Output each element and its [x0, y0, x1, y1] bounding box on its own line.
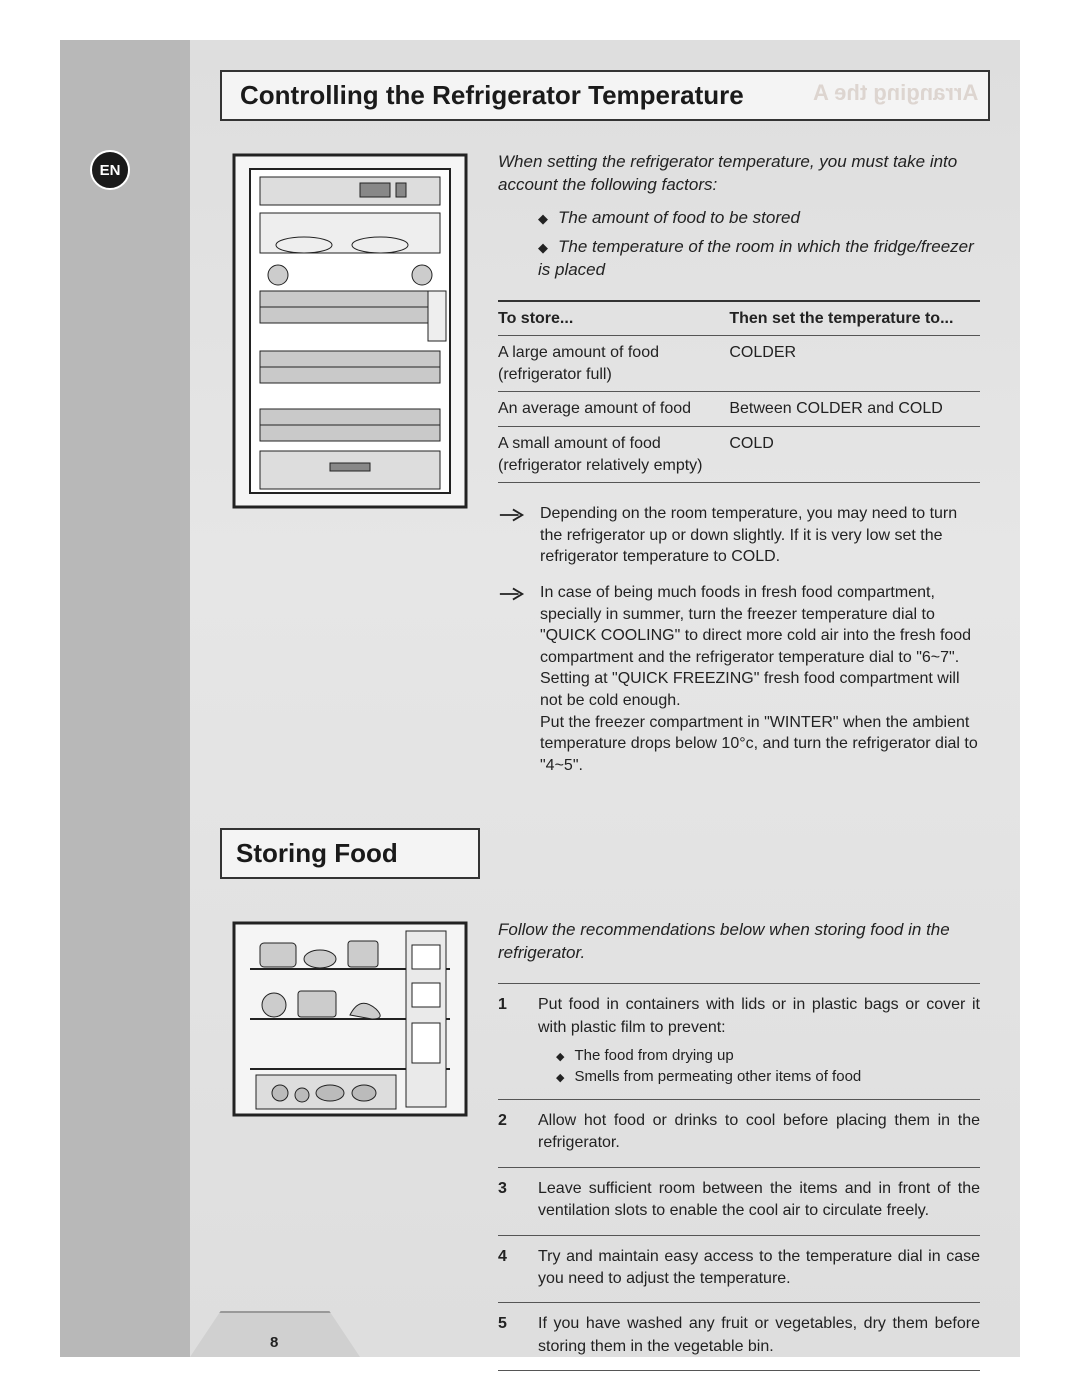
section2-text: Follow the recommendations below when st…: [498, 919, 980, 1371]
table-row: An average amount of food Between COLDER…: [498, 392, 980, 427]
item-text: Allow hot food or drinks to cool before …: [538, 1110, 980, 1155]
list-item: 3 Leave sufficient room between the item…: [498, 1168, 980, 1236]
table-cell: A small amount of food (refrigerator rel…: [498, 427, 729, 483]
item-main-text: Put food in containers with lids or in p…: [538, 996, 980, 1035]
item-number: 4: [498, 1246, 520, 1291]
table-cell: A large amount of food (refrigerator ful…: [498, 336, 729, 392]
page-content: Controlling the Refrigerator Temperature…: [190, 40, 1020, 1357]
storing-steps: 1 Put food in containers with lids or in…: [498, 983, 980, 1371]
list-item: 4 Try and maintain easy access to the te…: [498, 1236, 980, 1304]
section1-row: When setting the refrigerator temperatur…: [230, 151, 980, 790]
table-header: To store...: [498, 301, 729, 336]
note-text: Depending on the room temperature, you m…: [540, 503, 980, 568]
heading-storing-food: Storing Food: [220, 828, 480, 879]
left-sidebar: EN: [60, 40, 190, 1357]
storing-food-illustration: [230, 919, 470, 1371]
section1-text: When setting the refrigerator temperatur…: [498, 151, 980, 790]
item-number: 1: [498, 994, 520, 1087]
table-cell: An average amount of food: [498, 392, 729, 427]
heading-text: Controlling the Refrigerator Temperature: [240, 80, 744, 110]
item-number: 5: [498, 1313, 520, 1358]
note-item: In case of being much foods in fresh foo…: [498, 582, 980, 776]
temperature-table: To store... Then set the temperature to.…: [498, 300, 980, 484]
section1-intro: When setting the refrigerator temperatur…: [498, 151, 980, 197]
table-cell: Between COLDER and COLD: [729, 392, 980, 427]
section2-row: Follow the recommendations below when st…: [230, 919, 980, 1371]
fridge-interior-illustration: [230, 151, 470, 790]
arrow-icon: [498, 585, 526, 603]
table-cell: COLD: [729, 427, 980, 483]
item-number: 3: [498, 1178, 520, 1223]
arrow-icon: [498, 506, 526, 524]
table-cell: COLDER: [729, 336, 980, 392]
section2-intro: Follow the recommendations below when st…: [498, 919, 980, 965]
sub-bullet: The food from drying up: [556, 1045, 980, 1066]
manual-page: EN Controlling the Refrigerator Temperat…: [60, 40, 1020, 1357]
page-number: 8: [270, 1334, 278, 1351]
item-text: Try and maintain easy access to the temp…: [538, 1246, 980, 1291]
factor-item: The amount of food to be stored: [538, 207, 980, 230]
heading-controlling-temperature: Controlling the Refrigerator Temperature…: [220, 70, 990, 121]
item-text: If you have washed any fruit or vegetabl…: [538, 1313, 980, 1358]
item-text: Put food in containers with lids or in p…: [538, 994, 980, 1087]
note-text: In case of being much foods in fresh foo…: [540, 582, 980, 776]
list-item: 5 If you have washed any fruit or vegeta…: [498, 1303, 980, 1371]
factor-list: The amount of food to be stored The temp…: [538, 207, 980, 282]
sub-bullets: The food from drying up Smells from perm…: [556, 1045, 980, 1087]
table-row: A small amount of food (refrigerator rel…: [498, 427, 980, 483]
list-item: 2 Allow hot food or drinks to cool befor…: [498, 1100, 980, 1168]
list-item: 1 Put food in containers with lids or in…: [498, 983, 980, 1100]
language-badge: EN: [90, 150, 130, 190]
sub-bullet: Smells from permeating other items of fo…: [556, 1066, 980, 1087]
factor-item: The temperature of the room in which the…: [538, 236, 980, 282]
item-text: Leave sufficient room between the items …: [538, 1178, 980, 1223]
table-header: Then set the temperature to...: [729, 301, 980, 336]
note-item: Depending on the room temperature, you m…: [498, 503, 980, 568]
item-number: 2: [498, 1110, 520, 1155]
ghost-bleed-text: Arranging the A: [813, 80, 978, 106]
table-row: A large amount of food (refrigerator ful…: [498, 336, 980, 392]
